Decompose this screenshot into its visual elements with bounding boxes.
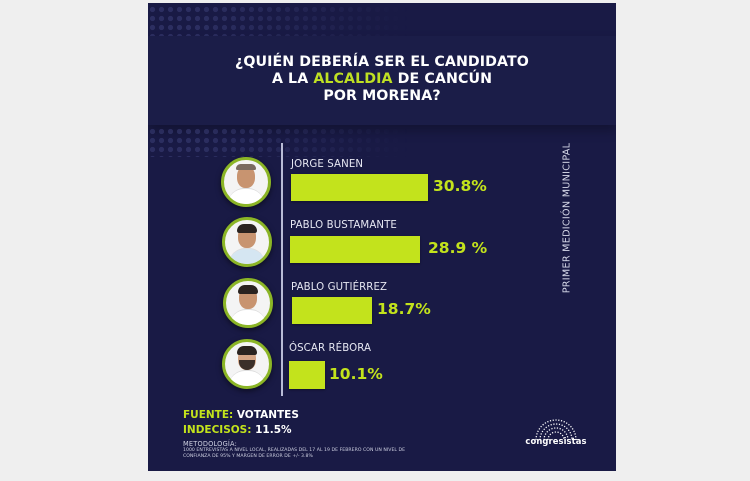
- bar-pablo-bustamante: [290, 236, 420, 263]
- title-line-2: A LA ALCALDIA DE CANCÚN: [148, 71, 616, 88]
- chart-title: ¿QUIÉN DEBERÍA SER EL CANDIDATO A LA ALC…: [148, 54, 616, 105]
- title-text: DE CANCÚN: [392, 71, 493, 87]
- bar-jorge-sanen: [291, 174, 428, 201]
- dot-pattern: [148, 5, 408, 37]
- bar-value: 10.1%: [329, 365, 383, 383]
- undecided-value: 11.5%: [251, 424, 292, 436]
- title-band: ¿QUIÉN DEBERÍA SER EL CANDIDATO A LA ALC…: [148, 36, 616, 125]
- title-line-3: POR MORENA?: [323, 88, 441, 104]
- title-text: A LA: [271, 71, 314, 87]
- title-accent-word: ALCALDIA: [313, 71, 393, 87]
- candidate-name: PABLO BUSTAMANTE: [290, 220, 397, 231]
- brand-name: congresistas: [525, 436, 587, 446]
- source-key: FUENTE:: [183, 409, 234, 421]
- candidate-photo-icon: [222, 217, 272, 267]
- bar-oscar-rebora: [289, 361, 325, 389]
- candidate-name: ÓSCAR RÉBORA: [289, 343, 372, 354]
- source-line: FUENTE: VOTANTES: [183, 409, 299, 421]
- source-value: VOTANTES: [233, 409, 299, 421]
- bar-pablo-gutierrez: [292, 297, 372, 324]
- candidate-photo-icon: [221, 157, 271, 207]
- poll-infographic: ¿QUIÉN DEBERÍA SER EL CANDIDATO A LA ALC…: [148, 3, 616, 471]
- title-line-1: ¿QUIÉN DEBERÍA SER EL CANDIDATO: [235, 54, 529, 70]
- candidate-photo-icon: [222, 339, 272, 389]
- undecided-key: INDECISOS:: [183, 424, 252, 436]
- axis-divider: [281, 143, 283, 396]
- dot-pattern: [148, 127, 408, 157]
- candidate-photo-icon: [223, 278, 273, 328]
- methodology-title: METODOLOGÍA:: [183, 440, 238, 448]
- candidate-name: JORGE SANEN: [291, 159, 364, 170]
- undecided-line: INDECISOS: 11.5%: [183, 424, 292, 436]
- candidate-name: PABLO GUTIÉRREZ: [291, 282, 388, 293]
- congress-arc-icon: [535, 419, 577, 441]
- bar-value: 30.8%: [433, 177, 487, 195]
- bar-value: 18.7%: [377, 300, 431, 318]
- bar-value: 28.9 %: [428, 239, 488, 257]
- side-label: PRIMER MEDICIÓN MUNICIPAL: [561, 142, 573, 294]
- methodology-body: 1000 ENTREVISTAS A NIVEL LOCAL, REALIZAD…: [183, 448, 406, 460]
